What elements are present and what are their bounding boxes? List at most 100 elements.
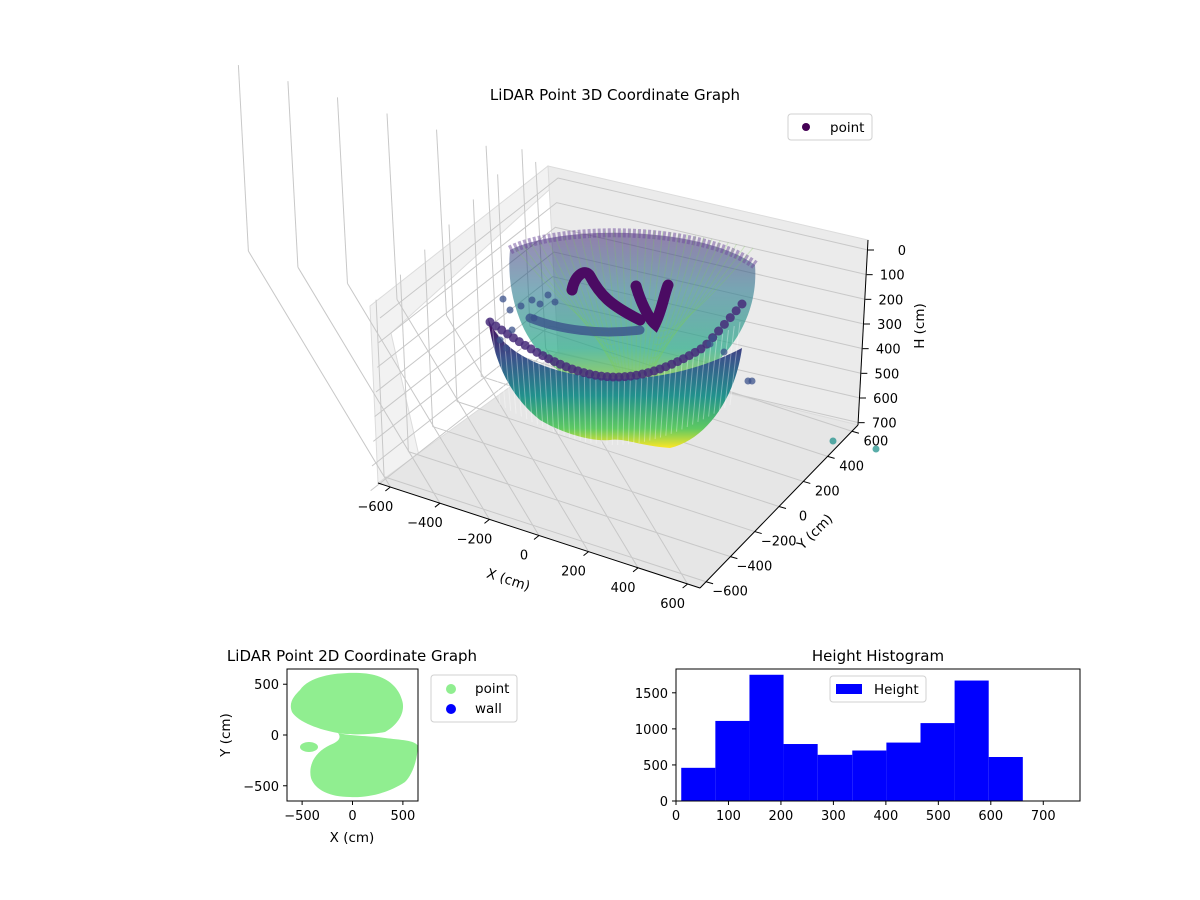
z-axis-label-3d: H (cm) bbox=[912, 303, 928, 349]
y-axis-label-2d: Y (cm) bbox=[218, 713, 234, 758]
scan-line bbox=[503, 329, 512, 411]
legend-marker-point bbox=[802, 123, 810, 131]
scan-line bbox=[633, 375, 637, 444]
y-tick-3d bbox=[827, 455, 835, 459]
histogram-ticks: 0 100 200 300 400 500 600 700 0 500 1000 1500 bbox=[635, 687, 1056, 824]
x-tick-label-2d: −500 bbox=[284, 809, 320, 824]
outlier-point bbox=[748, 377, 756, 385]
scan-line bbox=[530, 243, 614, 346]
arch-ribbon bbox=[525, 313, 645, 337]
outlier-point bbox=[720, 348, 728, 356]
scan-line bbox=[554, 361, 560, 434]
x-tick-label-hist: 300 bbox=[821, 809, 846, 824]
scan-line bbox=[681, 355, 689, 430]
outlier-point bbox=[499, 295, 507, 303]
z-tick-label-3d: 400 bbox=[876, 343, 901, 358]
y-tick-label-3d: 200 bbox=[815, 484, 840, 499]
x-tick-3d bbox=[434, 502, 441, 508]
scan-line bbox=[508, 333, 517, 414]
scan-line bbox=[566, 366, 571, 438]
x-tick-label-3d: 400 bbox=[611, 581, 636, 596]
ticks-2d: −500 −500 0 0 500 500 bbox=[243, 678, 415, 824]
scan-line bbox=[560, 364, 565, 436]
plot-area-2d bbox=[287, 669, 418, 801]
y-tick-label-3d: −600 bbox=[712, 585, 748, 600]
histogram-bar bbox=[988, 757, 1023, 801]
z-axis-line bbox=[857, 239, 869, 426]
x-tick-label-3d: 0 bbox=[520, 549, 528, 564]
y-tick-label-hist: 0 bbox=[660, 795, 668, 810]
x-tick-label-3d: −600 bbox=[358, 500, 394, 515]
outlier-point bbox=[506, 306, 514, 314]
plot-frame-histogram bbox=[675, 668, 1081, 802]
outlier-point bbox=[508, 326, 516, 334]
x-tick-3d bbox=[484, 518, 490, 524]
point-region-upper bbox=[290, 672, 404, 735]
y-tick-label-hist: 1500 bbox=[635, 687, 668, 702]
x-tick-label-2d: 500 bbox=[390, 809, 415, 824]
histogram-bar bbox=[817, 754, 853, 801]
point-region-lower bbox=[310, 733, 418, 798]
scan-line bbox=[578, 370, 581, 441]
rim-point bbox=[731, 306, 741, 316]
scan-line bbox=[652, 242, 729, 353]
scan-line bbox=[697, 345, 706, 423]
scan-line bbox=[572, 368, 576, 440]
outlier-point bbox=[544, 291, 552, 299]
bowl-rim bbox=[507, 228, 758, 269]
x-tick-label-hist: 100 bbox=[716, 809, 741, 824]
x-tick-label-hist: 700 bbox=[1031, 809, 1056, 824]
scan-line bbox=[659, 366, 666, 438]
legend-label-height: Height bbox=[874, 682, 919, 698]
scan-line bbox=[522, 245, 613, 339]
scan-line bbox=[650, 240, 721, 359]
rim-point bbox=[719, 319, 729, 329]
outlier-point bbox=[872, 445, 880, 453]
outlier-point bbox=[496, 336, 504, 344]
y-tick-3d bbox=[803, 480, 811, 484]
outlier-point bbox=[829, 437, 837, 445]
z-tick-label-3d: 700 bbox=[872, 417, 897, 432]
scan-line bbox=[655, 245, 746, 339]
chart-3d: LiDAR Point 3D Coordinate Graph −600 −400… bbox=[237, 65, 928, 612]
z-tick-label-3d: 100 bbox=[880, 269, 905, 284]
scan-line bbox=[654, 368, 660, 440]
legend-label-point: point bbox=[830, 120, 864, 136]
histogram-bar bbox=[886, 742, 921, 801]
x-tick-label-hist: 500 bbox=[926, 809, 951, 824]
y-tick-label-hist: 500 bbox=[643, 759, 668, 774]
scan-line bbox=[702, 341, 712, 420]
x-tick-label-3d: 600 bbox=[660, 597, 685, 612]
scan-line bbox=[670, 361, 678, 434]
legend-histogram: Height bbox=[829, 675, 927, 703]
chart-2d-title: LiDAR Point 2D Coordinate Graph bbox=[227, 647, 477, 665]
x-tick-label-hist: 600 bbox=[978, 809, 1003, 824]
outlier-point bbox=[517, 302, 525, 310]
x-tick-3d bbox=[533, 535, 540, 540]
histogram-bar bbox=[783, 744, 818, 801]
scan-line bbox=[627, 376, 631, 445]
legend-3d: point bbox=[787, 113, 873, 141]
x-tick-label-2d: 0 bbox=[348, 809, 356, 824]
outlier-point bbox=[528, 296, 536, 304]
outlier-point bbox=[530, 314, 538, 322]
z-tick-label-3d: 600 bbox=[873, 392, 898, 407]
x-axis-label-3d: X (cm) bbox=[485, 566, 532, 595]
scan-line bbox=[537, 352, 544, 428]
outlier-point bbox=[551, 298, 559, 306]
y-tick-label-3d: −400 bbox=[737, 560, 773, 575]
z-tick-label-3d: 500 bbox=[875, 367, 900, 382]
rim-point bbox=[714, 326, 724, 336]
scan-line bbox=[654, 243, 738, 346]
scan-line bbox=[649, 370, 654, 441]
y-tick-label-2d: −500 bbox=[243, 780, 279, 795]
scan-line bbox=[649, 238, 713, 365]
y-tick-label-2d: 500 bbox=[254, 678, 279, 693]
y-tick-label-3d: −200 bbox=[761, 535, 797, 550]
y-tick-3d bbox=[730, 556, 738, 560]
outlier-points bbox=[496, 291, 880, 453]
scan-line bbox=[549, 358, 554, 432]
x-tick-label-hist: 200 bbox=[769, 809, 794, 824]
x-tick-label-3d: −200 bbox=[457, 532, 493, 547]
